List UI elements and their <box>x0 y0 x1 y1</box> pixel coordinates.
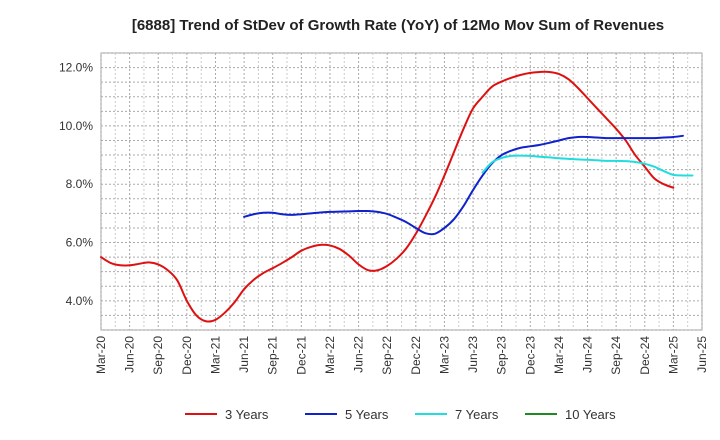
x-tick-label: Mar-25 <box>666 336 680 374</box>
plot-area <box>100 52 703 331</box>
y-tick-label: 8.0% <box>66 177 94 191</box>
y-tick-label: 10.0% <box>59 119 93 133</box>
x-tick-label: Mar-22 <box>323 336 337 374</box>
x-tick-label: Jun-20 <box>123 336 137 373</box>
x-tick-label: Jun-21 <box>237 336 251 373</box>
x-tick-label: Jun-23 <box>466 336 480 373</box>
legend-label-7-years: 7 Years <box>455 407 499 422</box>
x-tick-label: Mar-24 <box>552 336 566 374</box>
legend: 3 Years 5 Years 7 Years 10 Years <box>185 407 616 422</box>
chart-title: [6888] Trend of StDev of Growth Rate (Yo… <box>132 17 664 34</box>
x-tick-label: Sep-23 <box>495 336 509 375</box>
x-tick-label: Sep-24 <box>609 336 623 375</box>
x-tick-label: Jun-24 <box>581 336 595 373</box>
x-axis: Mar-20 Jun-20 Sep-20 Dec-20 Mar-21 Jun-21 Sep-… <box>94 336 709 375</box>
y-tick-label: 12.0% <box>59 61 93 75</box>
series-line-5-years <box>243 134 684 236</box>
series-lines <box>100 70 694 323</box>
grid-lines <box>100 52 703 331</box>
x-tick-label: Dec-24 <box>638 336 652 375</box>
series-line-3-years <box>100 70 675 323</box>
x-tick-label: Dec-21 <box>294 336 308 375</box>
x-tick-label: Mar-20 <box>94 336 108 374</box>
x-tick-label: Sep-21 <box>266 336 280 375</box>
x-tick-label: Mar-23 <box>437 336 451 374</box>
x-tick-label: Jun-22 <box>352 336 366 373</box>
y-tick-label: 6.0% <box>66 236 94 250</box>
legend-label-3-years: 3 Years <box>225 407 269 422</box>
legend-label-5-years: 5 Years <box>345 407 389 422</box>
x-tick-label: Dec-20 <box>180 336 194 375</box>
y-axis: 4.0% 6.0% 8.0% 10.0% 12.0% <box>59 61 93 308</box>
x-tick-label: Jun-25 <box>695 336 709 373</box>
series-line-7-years <box>481 154 694 177</box>
y-tick-label: 4.0% <box>66 294 94 308</box>
x-tick-label: Mar-21 <box>208 336 222 374</box>
x-tick-label: Sep-22 <box>380 336 394 375</box>
x-tick-label: Dec-23 <box>523 336 537 375</box>
x-tick-label: Dec-22 <box>409 336 423 375</box>
x-tick-label: Sep-20 <box>151 336 165 375</box>
legend-label-10-years: 10 Years <box>565 407 616 422</box>
